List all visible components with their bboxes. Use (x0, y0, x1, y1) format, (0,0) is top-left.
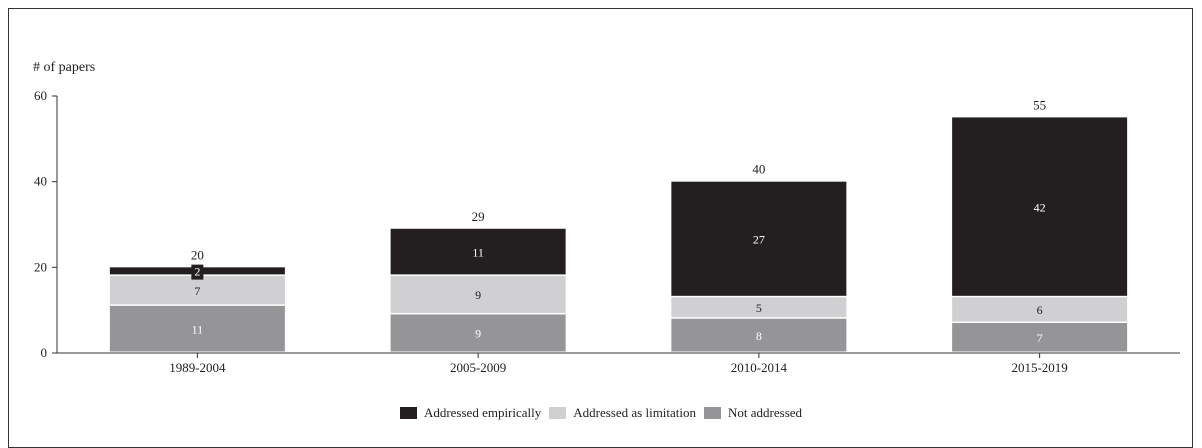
bar-segment-label: 42 (1034, 200, 1046, 214)
bar-segment (109, 305, 285, 352)
bar-segment (109, 275, 285, 305)
stacked-bar-chart: 0 20 40 60 11 7 2 20 1989-2004 9 9 11 29 2005-2009 8 5 2… (34, 88, 1180, 375)
bar-total-label: 20 (191, 247, 204, 262)
x-tick-label: 2010-2014 (731, 360, 788, 375)
legend-item: Addressed empirically (399, 405, 542, 421)
legend-swatch (399, 407, 417, 419)
x-tick-label: 2015-2019 (1011, 360, 1067, 375)
bar-segment-label: 9 (475, 327, 481, 341)
y-axis-label: # of papers (33, 60, 96, 75)
bar-segment-label: 11 (192, 322, 204, 336)
bar-segment-label: 8 (756, 329, 762, 343)
y-tick-label: 20 (34, 259, 47, 274)
x-tick-label: 1989-2004 (169, 360, 226, 375)
bar-segment-label: 7 (1037, 331, 1043, 345)
x-tick-label: 2005-2009 (450, 360, 506, 375)
bar-segment (390, 314, 566, 352)
bar-segment (390, 275, 566, 313)
bar-segment (671, 181, 847, 296)
bar-segment-label: 2 (194, 265, 200, 279)
legend-item: Not addressed (704, 405, 802, 421)
legend-label: Addressed empirically (423, 405, 542, 420)
bar-segment-label: 7 (194, 284, 200, 298)
legend-label: Addressed as limitation (573, 405, 697, 420)
legend-swatch (704, 407, 722, 419)
bar-total-label: 40 (752, 162, 765, 177)
bar-segment-label: 6 (1037, 303, 1043, 317)
legend-item: Addressed as limitation (549, 405, 696, 421)
legend-swatch (549, 407, 567, 419)
bar-segment (671, 318, 847, 352)
bar-total-label: 55 (1033, 97, 1046, 112)
bar-segment (390, 228, 566, 275)
y-tick-label: 60 (34, 88, 47, 103)
bar-segment (952, 323, 1128, 352)
y-tick-label: 40 (34, 174, 47, 189)
legend-label: Not addressed (728, 405, 803, 420)
bar-segment-label: 27 (753, 232, 765, 246)
bar-segment-label: 9 (475, 288, 481, 302)
y-tick-label: 0 (41, 345, 48, 360)
bar-segment (671, 297, 847, 318)
bar-segment-label: 5 (756, 301, 762, 315)
bar-label-background (191, 264, 204, 280)
chart-legend: Addressed empirically Addressed as limita… (0, 405, 1202, 423)
bar-total-label: 29 (472, 209, 485, 224)
bar-segment (952, 297, 1128, 322)
bar-segment (952, 117, 1128, 296)
bar-segment-label: 11 (472, 245, 484, 259)
